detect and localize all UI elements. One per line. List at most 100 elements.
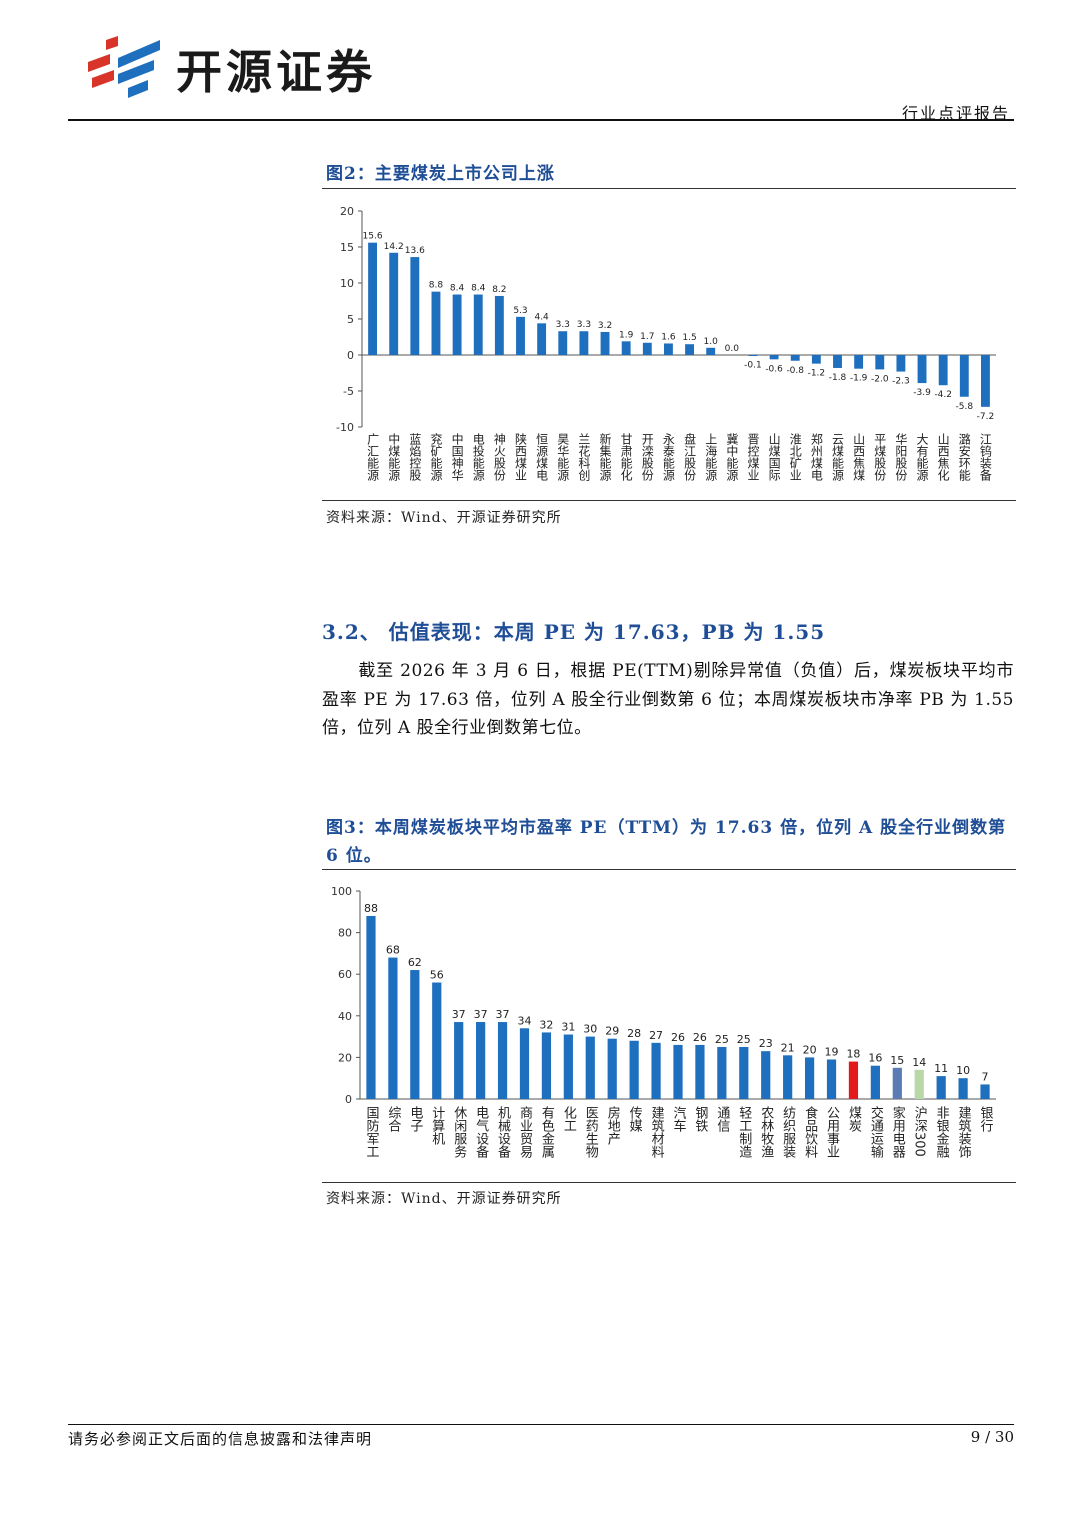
data-label: 7: [982, 1070, 989, 1083]
bar: [388, 957, 398, 1099]
data-label: 8.2: [492, 285, 506, 295]
category-label: 云煤能源: [831, 433, 845, 482]
data-label: -2.0: [871, 374, 889, 384]
brand-name: 开源证券: [176, 45, 376, 99]
y-tick-label: 0: [347, 349, 354, 362]
figure2-bar-chart: 20 15 10 5 0 -5 -10 15.6 广汇能源 14.2 中煤能源 13.6 蓝焰控股 8.8…: [336, 205, 996, 482]
data-label: 8.4: [471, 284, 486, 294]
category-label: 钢铁: [692, 1106, 708, 1132]
bar: [811, 355, 821, 364]
category-label: 银行: [978, 1106, 994, 1133]
data-label: -1.2: [808, 369, 826, 379]
category-label: 永泰能源: [661, 433, 675, 482]
data-label: 37: [452, 1008, 466, 1021]
bar: [804, 1057, 815, 1099]
data-label: -5.8: [956, 402, 974, 412]
bar: [432, 982, 442, 1099]
category-label: 传媒: [627, 1106, 643, 1132]
category-label: 化工: [561, 1106, 577, 1132]
category-label: 建筑材料: [649, 1106, 665, 1158]
bar: [936, 1076, 946, 1099]
data-label: 26: [693, 1031, 707, 1044]
figure3-source: 资料来源：Wind、开源证券研究所: [326, 1191, 562, 1207]
data-label: 1.9: [619, 330, 634, 340]
data-label: 27: [649, 1029, 663, 1042]
category-label: 综合: [385, 1106, 401, 1132]
category-label: 中煤能源: [387, 432, 401, 482]
data-label: 62: [408, 956, 422, 969]
bar: [854, 355, 864, 369]
bar: [519, 1028, 530, 1099]
bar: [651, 1042, 661, 1099]
category-label: 电气设备: [473, 1106, 489, 1159]
bar: [938, 355, 948, 386]
category-label: 陕西煤业: [514, 432, 528, 481]
y-tick-label: 15: [340, 241, 354, 254]
category-label: 非银金融: [934, 1106, 950, 1158]
bar: [896, 355, 906, 372]
category-label: 中国神华: [450, 432, 464, 481]
y-tick-label: 20: [338, 1051, 352, 1064]
data-label: 13.6: [405, 246, 425, 256]
data-label: 3.3: [577, 320, 591, 330]
data-label: 32: [539, 1018, 553, 1031]
y-tick-label: 20: [340, 205, 354, 218]
bar: [473, 294, 483, 355]
data-label: 34: [517, 1014, 531, 1027]
data-label: -7.2: [977, 412, 995, 422]
category-label: 山西焦化: [936, 433, 950, 482]
report-type: 行业点评报告: [901, 104, 1010, 123]
bar: [607, 1038, 617, 1099]
y-tick-label: -5: [343, 385, 354, 398]
data-label: 8.4: [450, 284, 465, 294]
section-paragraph: 截至 2026 年 3 月 6 日，根据 PE(TTM)剔除异常值（负值）后，煤…: [322, 657, 1014, 743]
footer-divider: [68, 1424, 1014, 1425]
bar: [431, 291, 441, 355]
category-label: 山西焦煤: [852, 433, 866, 481]
data-label: -0.6: [765, 364, 783, 374]
data-label: 15: [890, 1054, 904, 1067]
data-label: 37: [496, 1008, 510, 1021]
bar: [748, 355, 758, 356]
bar: [959, 355, 969, 397]
category-label: 神火股份: [492, 433, 506, 481]
data-label: -2.3: [892, 377, 910, 387]
y-tick-label: 40: [338, 1010, 352, 1023]
category-label: 电投能源: [471, 433, 485, 482]
figure2-top-rule: [322, 188, 1016, 189]
category-label: 潞安环能: [957, 432, 971, 481]
data-label: 88: [364, 902, 378, 915]
data-label: 15.6: [363, 232, 383, 242]
data-label: 11: [934, 1062, 948, 1075]
bar: [917, 355, 927, 384]
category-label: 食品饮料: [802, 1105, 818, 1158]
y-tick-label: 10: [340, 277, 354, 290]
figure3-title: 图3：本周煤炭板块平均市盈率 PE（TTM）为 17.63 倍，位列 A 股全行…: [326, 818, 1007, 866]
category-label: 昊华能源: [556, 433, 570, 482]
section-heading: 3.2、 估值表现：本周 PE 为 17.63，PB 为 1.55: [322, 620, 826, 644]
bar: [454, 1022, 464, 1099]
data-label: 1.0: [704, 337, 719, 347]
category-label: 甘肃能化: [619, 433, 633, 482]
bar: [892, 1067, 902, 1099]
category-label: 华阳股份: [894, 433, 908, 481]
category-label: 广汇能源: [366, 433, 380, 482]
bar: [452, 294, 462, 355]
data-label: 20: [803, 1043, 817, 1056]
bar: [673, 1044, 683, 1099]
data-label: 25: [715, 1033, 729, 1046]
y-tick-label: -10: [336, 421, 354, 434]
data-label: 1.6: [661, 332, 676, 342]
y-tick-label: 100: [331, 885, 352, 898]
section-paragraph-text: 截至 2026 年 3 月 6 日，根据 PE(TTM)剔除异常值（负值）后，煤…: [322, 661, 1014, 738]
data-label: 1.7: [640, 332, 654, 342]
bar: [695, 1044, 705, 1099]
data-label: -3.9: [913, 388, 931, 398]
y-tick-label: 60: [338, 968, 352, 981]
bar: [516, 316, 525, 355]
bar: [870, 1065, 880, 1099]
category-label: 上海能源: [704, 433, 718, 482]
category-label: 晋控煤业: [746, 433, 760, 481]
bar: [739, 1047, 749, 1099]
bar: [366, 915, 376, 1099]
